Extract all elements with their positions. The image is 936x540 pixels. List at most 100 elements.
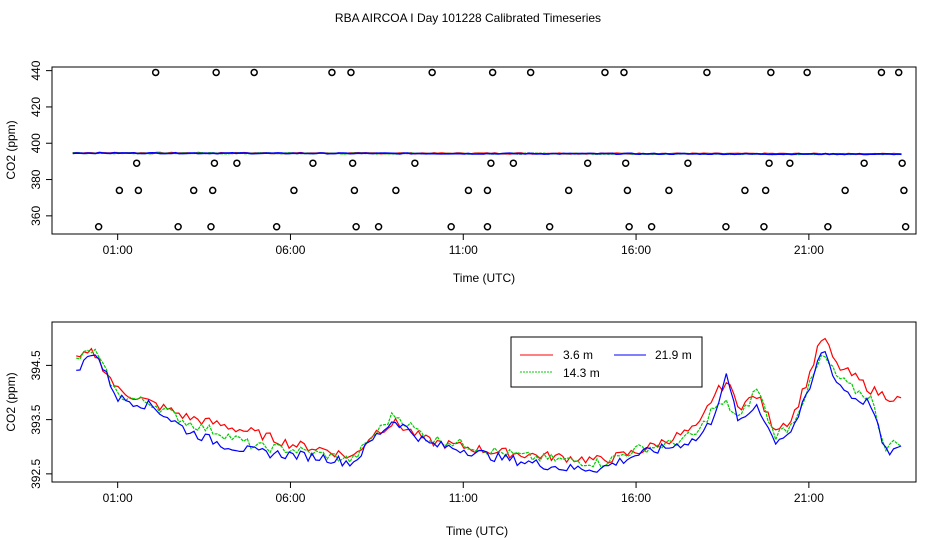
marker-point bbox=[212, 68, 220, 77]
marker-point bbox=[411, 159, 419, 167]
legend-entry-14-3m: 14.3 m bbox=[563, 366, 600, 380]
marker-point bbox=[601, 68, 609, 77]
marker-point bbox=[151, 68, 160, 77]
legend-entry-21-9m: 21.9 m bbox=[655, 348, 692, 362]
marker-point bbox=[703, 68, 711, 77]
marker-point bbox=[483, 186, 492, 195]
marker-point bbox=[741, 186, 749, 195]
marker-point bbox=[488, 68, 497, 77]
top-y-tick-label: 440 bbox=[29, 60, 43, 80]
marker-point bbox=[250, 68, 258, 77]
bottom-x-tick-label: 16:00 bbox=[621, 491, 651, 505]
bottom-x-tick-label: 21:00 bbox=[794, 491, 824, 505]
marker-point bbox=[665, 186, 673, 195]
top-panel-frame bbox=[51, 66, 917, 235]
marker-point bbox=[545, 222, 554, 231]
marker-point bbox=[94, 222, 103, 231]
legend-box bbox=[510, 336, 703, 388]
top-panel: 01:00 06:00 11:00 16:00 21:00 360 380 400 420 44… bbox=[4, 60, 917, 285]
bottom-y-tick-label: 393.5 bbox=[29, 404, 43, 434]
bottom-x-axis: 01:00 06:00 11:00 16:00 21:00 bbox=[103, 482, 824, 505]
top-x-tick-label: 11:00 bbox=[449, 243, 478, 257]
bottom-y-axis-label: CO2 (ppm) bbox=[4, 372, 18, 431]
marker-point bbox=[290, 186, 298, 195]
top-series-lines bbox=[72, 151, 902, 156]
legend-entry-3-6m: 3.6 m bbox=[563, 348, 593, 362]
marker-point bbox=[765, 159, 773, 167]
marker-point bbox=[328, 68, 336, 77]
marker-point bbox=[464, 186, 473, 195]
marker-point bbox=[487, 159, 495, 167]
top-y-tick-label: 420 bbox=[29, 97, 43, 117]
bottom-y-axis: 392.5 393.5 394.5 bbox=[29, 350, 52, 489]
marker-point bbox=[894, 68, 903, 77]
marker-point bbox=[509, 159, 518, 167]
marker-point bbox=[174, 222, 182, 231]
marker-point bbox=[722, 222, 730, 231]
marker-point bbox=[900, 186, 908, 195]
marker-point bbox=[901, 222, 910, 231]
marker-point bbox=[625, 222, 633, 231]
bottom-x-tick-label: 06:00 bbox=[275, 491, 305, 505]
marker-point bbox=[767, 68, 775, 77]
top-markers bbox=[94, 68, 910, 231]
bottom-series-14-3-m bbox=[76, 348, 902, 468]
marker-point bbox=[760, 222, 768, 231]
marker-point bbox=[483, 222, 492, 231]
marker-point bbox=[208, 186, 217, 195]
top-x-tick-label: 16:00 bbox=[621, 243, 651, 257]
marker-point bbox=[348, 159, 357, 167]
marker-point bbox=[233, 159, 241, 167]
bottom-series-3-6-m bbox=[76, 337, 902, 464]
marker-point bbox=[621, 159, 630, 167]
marker-point bbox=[824, 222, 832, 231]
marker-point bbox=[647, 222, 656, 231]
marker-point bbox=[564, 186, 573, 195]
marker-point bbox=[189, 186, 198, 195]
top-y-tick-label: 400 bbox=[29, 133, 43, 153]
marker-point bbox=[786, 159, 794, 167]
top-x-tick-label: 21:00 bbox=[794, 243, 824, 257]
bottom-panel: 01:00 06:00 11:00 16:00 21:00 392.5 393.5 394.… bbox=[4, 321, 917, 538]
marker-point bbox=[684, 159, 692, 167]
marker-point bbox=[620, 68, 628, 77]
marker-point bbox=[860, 159, 868, 167]
marker-point bbox=[350, 186, 359, 195]
marker-point bbox=[428, 68, 436, 77]
top-series-21-9-m bbox=[72, 151, 902, 156]
marker-point bbox=[210, 159, 219, 167]
marker-point bbox=[392, 186, 400, 195]
marker-point bbox=[803, 68, 811, 77]
marker-point bbox=[761, 186, 770, 195]
marker-point bbox=[134, 186, 143, 195]
top-x-axis-label: Time (UTC) bbox=[453, 271, 515, 285]
bottom-panel-frame bbox=[51, 321, 917, 483]
marker-point bbox=[526, 68, 535, 77]
marker-point bbox=[374, 222, 383, 231]
top-x-axis: 01:00 06:00 11:00 16:00 21:00 bbox=[103, 234, 824, 257]
marker-point bbox=[309, 159, 317, 167]
marker-point bbox=[583, 159, 592, 167]
marker-point bbox=[272, 222, 281, 231]
marker-point bbox=[352, 222, 360, 231]
bottom-y-tick-label: 394.5 bbox=[29, 350, 43, 380]
bottom-x-tick-label: 11:00 bbox=[449, 491, 478, 505]
marker-point bbox=[207, 222, 215, 231]
marker-point bbox=[115, 186, 124, 195]
top-y-tick-label: 380 bbox=[29, 169, 43, 189]
marker-point bbox=[623, 186, 632, 195]
marker-point bbox=[132, 159, 141, 167]
top-y-tick-label: 360 bbox=[29, 206, 43, 226]
top-y-axis-label: CO2 (ppm) bbox=[4, 120, 18, 179]
figure-title: RBA AIRCOA I Day 101228 Calibrated Times… bbox=[335, 11, 601, 25]
bottom-series-21-9-m bbox=[76, 350, 902, 473]
marker-point bbox=[877, 68, 886, 77]
legend: 3.6 m 21.9 m 14.3 m bbox=[510, 336, 703, 388]
marker-point bbox=[898, 159, 906, 167]
top-x-tick-label: 01:00 bbox=[103, 243, 133, 257]
marker-point bbox=[447, 222, 455, 231]
bottom-x-axis-label: Time (UTC) bbox=[446, 524, 508, 538]
marker-point bbox=[841, 186, 849, 195]
top-y-axis: 360 380 400 420 440 bbox=[29, 60, 52, 226]
